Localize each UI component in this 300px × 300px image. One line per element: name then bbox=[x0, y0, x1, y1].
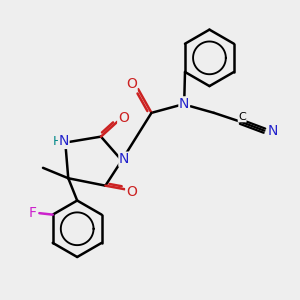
Text: O: O bbox=[126, 77, 137, 91]
Text: N: N bbox=[268, 124, 278, 138]
Text: N: N bbox=[58, 134, 69, 148]
Text: H: H bbox=[52, 135, 62, 148]
Text: O: O bbox=[118, 111, 129, 125]
Text: N: N bbox=[119, 152, 129, 166]
Text: O: O bbox=[126, 184, 137, 199]
Text: N: N bbox=[179, 97, 189, 111]
Text: F: F bbox=[29, 206, 37, 220]
Text: C: C bbox=[238, 112, 246, 122]
